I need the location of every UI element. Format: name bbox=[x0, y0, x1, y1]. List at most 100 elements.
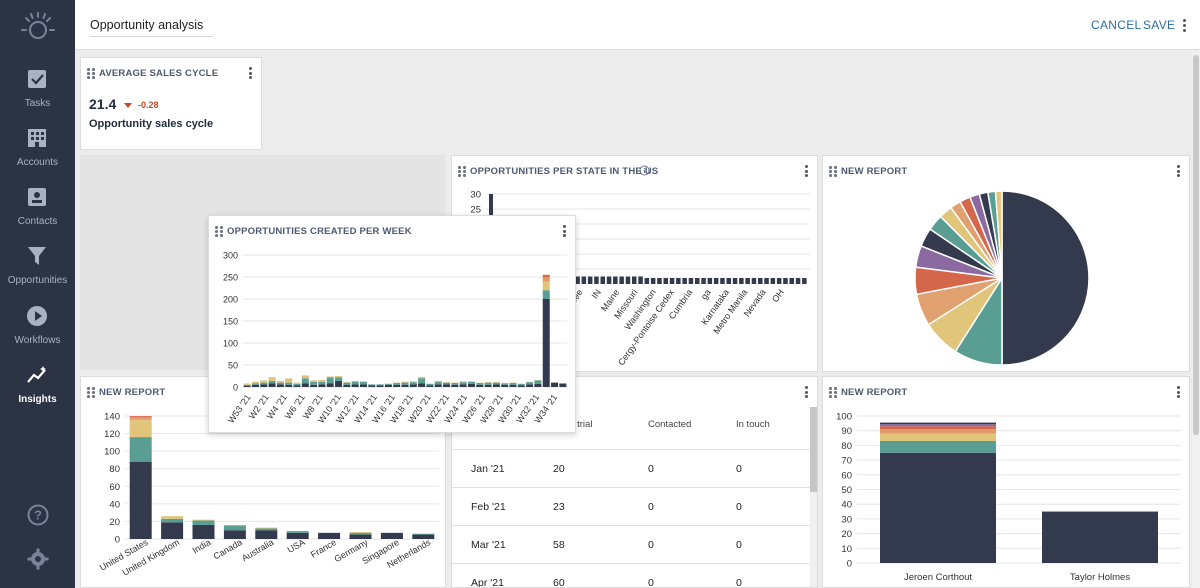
cancel-button[interactable]: CANCEL bbox=[1091, 18, 1142, 32]
drag-handle-icon[interactable] bbox=[829, 166, 837, 177]
nav-insights[interactable]: Insights bbox=[0, 364, 75, 422]
nav-workflows[interactable]: Workflows bbox=[0, 305, 75, 363]
trend-down-icon bbox=[124, 103, 132, 108]
app-logo-icon[interactable] bbox=[20, 10, 56, 46]
bar-segment bbox=[880, 452, 996, 563]
page-scrollbar-thumb[interactable] bbox=[1193, 55, 1199, 435]
report-title-input[interactable]: Opportunity analysis bbox=[90, 13, 213, 37]
col-header-contacted[interactable]: Contacted bbox=[648, 419, 692, 430]
bar-segment bbox=[434, 381, 442, 385]
drag-handle-icon[interactable] bbox=[215, 226, 223, 237]
nav-tasks[interactable]: Tasks bbox=[0, 68, 75, 126]
bar-segment bbox=[251, 383, 259, 385]
top-header: Opportunity analysis CANCEL SAVE bbox=[75, 0, 1200, 50]
bar-segment bbox=[351, 381, 359, 385]
bar-segment bbox=[129, 419, 152, 438]
bar bbox=[739, 278, 744, 284]
card-menu-icon[interactable] bbox=[805, 165, 809, 177]
bar-segment bbox=[161, 518, 184, 523]
pie-slice bbox=[1001, 190, 1090, 366]
drag-handle-icon[interactable] bbox=[458, 166, 466, 177]
y-tick-label: 200 bbox=[223, 295, 238, 305]
bar bbox=[802, 278, 807, 284]
info-icon[interactable] bbox=[639, 165, 650, 176]
bar-segment bbox=[326, 376, 334, 378]
bar-segment bbox=[161, 516, 184, 519]
bar bbox=[676, 278, 681, 284]
bar bbox=[751, 278, 757, 284]
bar-segment bbox=[467, 381, 475, 384]
bar-segment bbox=[255, 527, 278, 529]
table-scrollbar[interactable] bbox=[810, 407, 817, 587]
owner-chart-title: NEW REPORT bbox=[841, 387, 908, 398]
cell-contacted: 0 bbox=[648, 577, 654, 588]
y-tick-label: 40 bbox=[109, 499, 120, 510]
x-tick-label: ga bbox=[699, 287, 713, 301]
bar-segment bbox=[526, 384, 534, 387]
play-circle-icon bbox=[27, 306, 47, 326]
y-tick-label: 20 bbox=[109, 517, 120, 528]
bar-segment bbox=[401, 381, 409, 383]
cell-in-touch: 0 bbox=[736, 463, 742, 475]
cell-in-touch: 0 bbox=[736, 501, 742, 513]
bar bbox=[688, 278, 694, 284]
bar-segment bbox=[260, 384, 268, 387]
bar-segment bbox=[559, 383, 567, 387]
settings-gear-icon[interactable] bbox=[27, 548, 49, 570]
drag-handle-icon[interactable] bbox=[87, 387, 95, 398]
x-tick-label: Jeroen Corthout bbox=[904, 572, 972, 583]
cell-contacted: 0 bbox=[648, 463, 654, 475]
bar-segment bbox=[251, 381, 259, 384]
bar-segment bbox=[501, 383, 509, 385]
cell-in-touch: 0 bbox=[736, 539, 742, 551]
nav-accounts[interactable]: Accounts bbox=[0, 127, 75, 185]
nav-contacts-label: Contacts bbox=[17, 216, 58, 227]
save-button[interactable]: SAVE bbox=[1143, 18, 1176, 32]
bar bbox=[625, 276, 631, 284]
drag-handle-icon[interactable] bbox=[829, 387, 837, 398]
x-tick-label: Canada bbox=[212, 537, 244, 561]
bar-segment bbox=[349, 532, 372, 535]
weekly-chart-card[interactable]: OPPORTUNITIES CREATED PER WEEK 300 250 200… bbox=[208, 215, 576, 433]
bar-segment bbox=[409, 384, 417, 387]
nav-opportunities[interactable]: Opportunities bbox=[0, 245, 75, 303]
cell-month: Feb '21 bbox=[471, 501, 506, 513]
card-menu-icon[interactable] bbox=[805, 386, 809, 398]
card-menu-icon[interactable] bbox=[1177, 165, 1181, 177]
col-header-in-touch[interactable]: In touch bbox=[736, 419, 770, 430]
bar-segment bbox=[409, 381, 417, 383]
more-options-icon[interactable] bbox=[1183, 19, 1187, 35]
bar-segment bbox=[326, 377, 334, 384]
bar-segment bbox=[368, 384, 376, 386]
kpi-card: AVERAGE SALES CYCLE 21.4 -0.28 Opportuni… bbox=[80, 57, 262, 150]
drag-handle-icon[interactable] bbox=[87, 68, 95, 79]
bar-segment bbox=[310, 381, 318, 385]
y-tick-label: 30 bbox=[841, 514, 852, 525]
bar-segment bbox=[542, 274, 550, 277]
bar bbox=[587, 276, 593, 284]
bar-segment bbox=[276, 382, 284, 385]
card-menu-icon[interactable] bbox=[249, 67, 253, 79]
bar-segment bbox=[880, 422, 996, 425]
bar bbox=[632, 276, 637, 284]
bar-segment bbox=[192, 524, 215, 539]
cell-contacted: 0 bbox=[648, 501, 654, 513]
nav-opportunities-label: Opportunities bbox=[7, 275, 68, 286]
card-menu-icon[interactable] bbox=[1177, 386, 1181, 398]
bar-segment bbox=[251, 384, 259, 387]
bar-segment bbox=[409, 382, 417, 385]
y-tick-label: 60 bbox=[109, 482, 120, 493]
bar-segment bbox=[285, 378, 293, 380]
bar bbox=[732, 278, 738, 284]
bar bbox=[663, 278, 668, 284]
svg-text:?: ? bbox=[34, 508, 42, 523]
table-scrollbar-thumb[interactable] bbox=[810, 407, 817, 492]
bar-segment bbox=[318, 381, 326, 385]
bar-segment bbox=[260, 380, 268, 383]
bar-segment bbox=[223, 524, 246, 526]
card-menu-icon[interactable] bbox=[563, 225, 567, 237]
bar-segment bbox=[318, 380, 326, 382]
nav-contacts[interactable]: Contacts bbox=[0, 186, 75, 244]
bar-segment bbox=[509, 384, 517, 387]
help-icon[interactable]: ? bbox=[27, 504, 49, 526]
